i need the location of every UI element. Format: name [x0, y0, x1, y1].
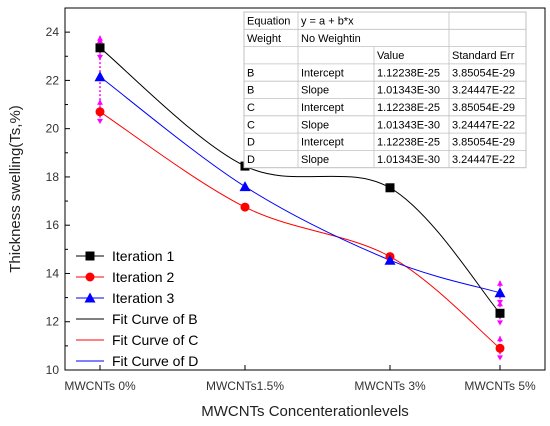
plot-frame: [64, 7, 546, 371]
plot-area-border: [64, 7, 546, 371]
error-cap-top: [497, 336, 503, 342]
y-tick-label: 24: [46, 25, 60, 39]
table-cell: 1.12238E-25: [377, 67, 440, 79]
table-cell: Slope: [301, 85, 329, 97]
fit-curve-2: [99, 111, 501, 349]
y-tick-label: 12: [46, 315, 60, 329]
table-cell: 3.85054E-29: [452, 137, 515, 149]
x-tick-label: MWCNTs 0%: [64, 379, 136, 393]
fit-curve-3: [99, 76, 501, 294]
legend-label: Iteration 2: [112, 269, 174, 285]
series-2-point: [495, 343, 505, 353]
table-cell: 1.12238E-25: [377, 102, 440, 114]
legend-label: Fit Curve of D: [112, 353, 198, 369]
x-tick-label: MWCNTs 5%: [464, 379, 536, 393]
error-cap-bottom: [497, 299, 503, 305]
y-tick-label: 18: [46, 170, 60, 184]
table-cell: Intercept: [301, 67, 344, 79]
y-tick-label: 20: [46, 122, 60, 136]
table-cell: 3.85054E-29: [452, 67, 515, 79]
error-cap-bottom: [497, 355, 503, 361]
table-cell: D: [247, 137, 255, 149]
fit-curve-1: [99, 47, 501, 314]
series-1-point: [385, 183, 395, 193]
fit-curves: [99, 47, 501, 349]
table-cell: Weight: [247, 33, 281, 45]
series-3-point: [239, 181, 251, 192]
table-cell: 1.01343E-30: [377, 154, 440, 166]
y-tick-label: 14: [46, 266, 60, 280]
table-cell: No Weightin: [301, 33, 361, 45]
x-axis-title: MWCNTs Concenterationlevels: [201, 403, 409, 420]
x-tick-label: MWCNTs1.5%: [206, 379, 284, 393]
error-cap-bottom: [497, 320, 503, 326]
y-tick-label: 16: [46, 218, 60, 232]
table-cell: 1.01343E-30: [377, 85, 440, 97]
table-cell: Slope: [301, 154, 329, 166]
legend-label: Iteration 3: [112, 290, 174, 306]
legend-marker: [84, 292, 96, 303]
y-axis: 10 12 14 16 18 20 22 24: [46, 25, 70, 377]
table-cell: D: [247, 154, 255, 166]
y-axis-title: Thickness swelling(Ts,%): [7, 105, 24, 273]
table-cell: B: [247, 85, 254, 97]
y-tick-label: 10: [46, 363, 60, 377]
error-cap-top: [97, 38, 103, 44]
legend-label: Fit Curve of B: [112, 311, 198, 327]
series-3-point: [94, 71, 106, 82]
x-axis: MWCNTs 0% MWCNTs1.5% MWCNTs 3% MWCNTs 5%: [64, 365, 536, 393]
x-tick-label: MWCNTs 3%: [354, 379, 426, 393]
table-cell: Value: [377, 50, 404, 62]
table-cell: 3.24447E-22: [452, 154, 515, 166]
legend: Iteration 1 Iteration 2 Iteration 3 Fit Cur…: [76, 248, 198, 369]
error-cap-bottom: [97, 118, 103, 124]
error-cap-bottom: [97, 54, 103, 60]
table-cell: 1.12238E-25: [377, 137, 440, 149]
legend-marker: [85, 251, 95, 261]
legend-label: Iteration 1: [112, 248, 174, 264]
table-cell: C: [247, 102, 255, 114]
error-cap-top: [497, 280, 503, 286]
y-tick-label: 22: [46, 73, 60, 87]
fit-results-table: Equation y = a + b*x Weight No Weightin Valu…: [243, 11, 527, 169]
table-cell: 1.01343E-30: [377, 119, 440, 131]
legend-label: Fit Curve of C: [112, 332, 198, 348]
table-cell: Standard Err: [452, 50, 515, 62]
series-3-point: [494, 287, 506, 298]
series-2-point: [240, 202, 250, 212]
table-cell: Intercept: [301, 102, 344, 114]
table-cell: 3.85054E-29: [452, 102, 515, 114]
data-markers: [94, 43, 506, 353]
series-2-point: [95, 107, 105, 117]
table-cell: Intercept: [301, 137, 344, 149]
table-cell: C: [247, 119, 255, 131]
legend-marker: [85, 272, 95, 282]
table-cell: Slope: [301, 119, 329, 131]
series-3-point: [384, 254, 396, 265]
series-1-point: [95, 43, 105, 53]
table-cell: 3.24447E-22: [452, 119, 515, 131]
series-1-point: [495, 308, 505, 318]
table-cell: Equation: [247, 16, 290, 28]
table-cell: 3.24447E-22: [452, 85, 515, 97]
table-cell: B: [247, 67, 254, 79]
table-background: [243, 11, 527, 169]
table-cell: y = a + b*x: [301, 16, 354, 28]
